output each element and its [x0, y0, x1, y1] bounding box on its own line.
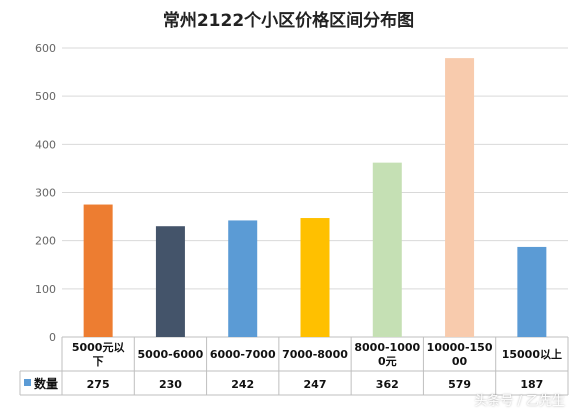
legend-swatch	[24, 379, 31, 386]
data-label: 247	[304, 378, 327, 391]
data-label: 579	[448, 378, 471, 391]
bar	[372, 162, 402, 337]
y-tick-label: 200	[35, 235, 56, 248]
bar	[300, 218, 330, 337]
data-label: 275	[87, 378, 110, 391]
bar	[517, 246, 547, 337]
y-tick-label: 400	[35, 138, 56, 151]
bar	[155, 226, 185, 337]
category-label: 15000以上	[502, 347, 562, 361]
bar	[83, 204, 113, 337]
category-label: 下	[93, 355, 104, 368]
data-label: 230	[159, 378, 182, 391]
bar	[228, 220, 258, 337]
category-label: 5000-6000	[138, 348, 204, 361]
legend-label: 数量	[34, 376, 58, 391]
y-tick-label: 100	[35, 283, 56, 296]
category-label: 7000-8000	[282, 348, 348, 361]
data-label: 187	[520, 378, 543, 391]
bar	[445, 58, 475, 338]
data-label: 242	[231, 378, 254, 391]
category-label: 0元	[378, 355, 397, 368]
category-label: 8000-1000	[354, 341, 420, 354]
data-label: 362	[376, 378, 399, 391]
category-label: 6000-7000	[210, 348, 276, 361]
category-label: 00	[452, 355, 468, 368]
watermark: 头条号 / 乙先生	[474, 394, 565, 409]
y-tick-label: 300	[35, 187, 56, 200]
category-label: 10000-150	[427, 341, 493, 354]
chart-title: 常州2122个小区价格区间分布图	[162, 11, 415, 31]
category-label: 5000元以	[72, 341, 125, 354]
y-tick-label: 500	[35, 90, 56, 103]
y-tick-label: 0	[49, 331, 56, 344]
y-tick-label: 600	[35, 42, 56, 55]
